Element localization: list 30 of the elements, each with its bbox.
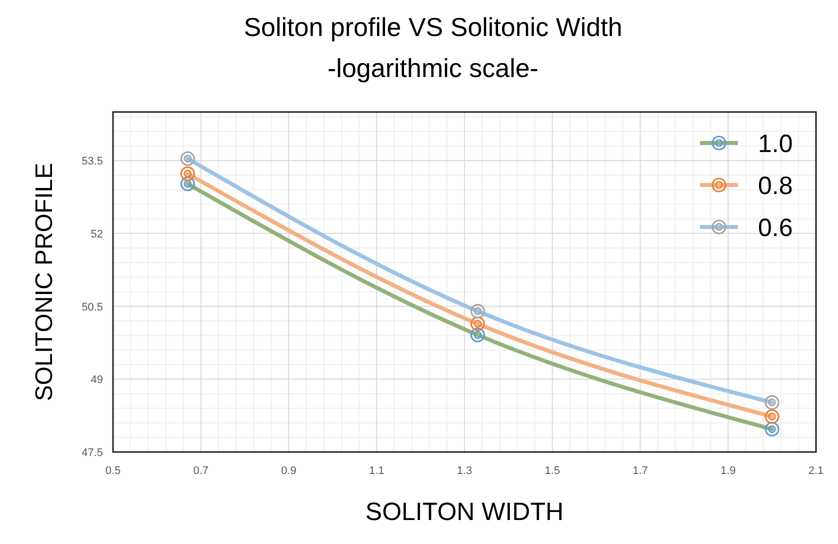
legend-label: 0.6 bbox=[758, 214, 793, 242]
legend-label: 0.8 bbox=[758, 172, 793, 200]
point bbox=[180, 176, 195, 192]
point bbox=[764, 395, 780, 410]
x-tick-label: 1.5 bbox=[544, 465, 560, 477]
y-axis-title: SOLITONIC PROFILE bbox=[31, 162, 58, 402]
point bbox=[470, 328, 485, 342]
x-tick-label: 1.9 bbox=[720, 465, 736, 477]
chart-title: Soliton profile VS Solitonic Width bbox=[244, 12, 622, 42]
x-tick-label: 1.7 bbox=[632, 465, 648, 477]
y-tick-label: 49 bbox=[90, 374, 103, 386]
point bbox=[764, 422, 780, 436]
point bbox=[470, 316, 485, 332]
point bbox=[470, 304, 485, 318]
y-tick-label: 52 bbox=[90, 228, 103, 240]
x-tick-label: 1.3 bbox=[456, 465, 472, 477]
x-tick-label: 2.1 bbox=[808, 465, 824, 477]
point bbox=[764, 409, 780, 424]
point bbox=[180, 166, 195, 181]
x-axis-title: SOLITON WIDTH bbox=[365, 498, 564, 526]
y-tick-label: 50.5 bbox=[82, 301, 103, 314]
x-tick-label: 1.1 bbox=[368, 465, 384, 477]
x-tick-label: 0.7 bbox=[193, 465, 209, 477]
x-tick-label: 0.9 bbox=[281, 465, 296, 477]
x-tick-label: 0.5 bbox=[105, 465, 121, 477]
point bbox=[180, 151, 195, 166]
chart-subtitle: -logarithmic scale- bbox=[328, 53, 538, 83]
y-tick-label: 53.5 bbox=[82, 156, 103, 168]
legend-label: 1.0 bbox=[758, 130, 793, 158]
y-tick-label: 47.5 bbox=[82, 447, 103, 459]
